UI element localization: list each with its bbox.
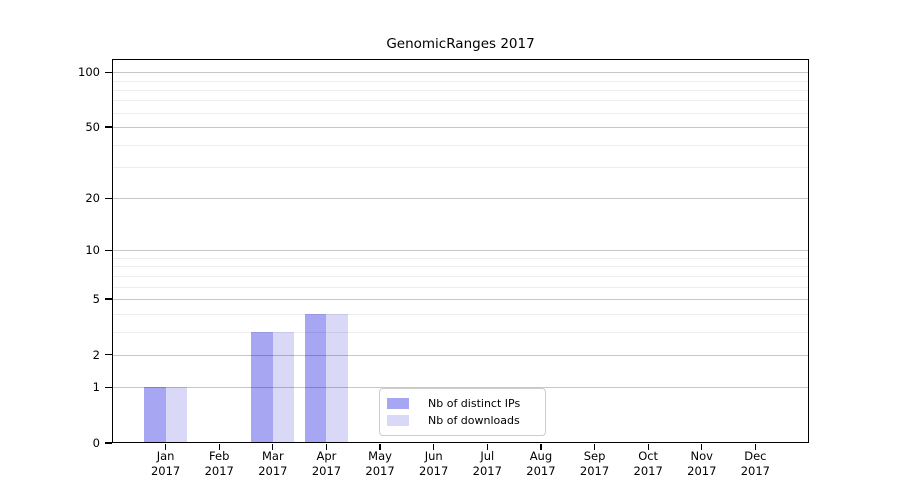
bar-downloads: [165, 387, 188, 443]
x-tick-label: Nov 2017: [672, 449, 732, 479]
x-tick-label: Sep 2017: [565, 449, 625, 479]
x-tick-label: Oct 2017: [618, 449, 678, 479]
y-tick: [105, 386, 112, 388]
x-tick-label: Jan 2017: [136, 449, 196, 479]
x-tick-label-month: Nov: [690, 449, 713, 463]
gridline-minor: [112, 144, 809, 146]
x-tick-label-month: Dec: [744, 449, 767, 463]
x-tick-label: Jun 2017: [404, 449, 464, 479]
bar-distinct-ips: [144, 387, 166, 443]
legend-item-distinct-ips: Nb of distinct IPs: [387, 395, 545, 412]
y-tick: [105, 197, 112, 199]
gridline-minor: [112, 89, 809, 91]
x-tick-label-month: Aug: [529, 449, 553, 463]
x-tick-label-month: Jun: [424, 449, 443, 463]
y-tick-label: 1: [92, 380, 100, 395]
x-tick: [165, 444, 167, 450]
y-tick-label: 100: [78, 65, 100, 80]
gridline-minor: [112, 167, 809, 169]
x-tick-label-year: 2017: [365, 464, 395, 478]
gridline-minor: [112, 112, 809, 114]
x-tick-label-month: Sep: [583, 449, 606, 463]
gridline-minor: [112, 313, 809, 315]
gridline-major: [112, 299, 809, 301]
x-tick-label: Feb 2017: [189, 449, 249, 479]
gridline-minor: [112, 275, 809, 277]
x-tick: [754, 444, 756, 450]
y-tick-label: 20: [85, 191, 100, 206]
x-tick: [218, 444, 220, 450]
x-tick-label-year: 2017: [311, 464, 342, 478]
x-tick: [272, 444, 274, 450]
gridline-major: [112, 250, 809, 252]
gridline-major: [112, 72, 809, 74]
gridline-minor: [112, 266, 809, 268]
bar-distinct-ips: [304, 313, 327, 443]
x-tick-label-month: Jul: [480, 449, 495, 463]
x-tick-label-year: 2017: [633, 464, 663, 478]
bar-distinct-ips: [251, 331, 273, 443]
x-tick: [540, 444, 542, 450]
gridline-minor: [112, 331, 809, 333]
gridline-minor: [112, 257, 809, 259]
x-tick: [433, 444, 435, 450]
x-tick-label: Dec 2017: [725, 449, 785, 479]
x-tick-label-year: 2017: [419, 464, 449, 478]
y-tick-label: 5: [92, 292, 100, 307]
y-tick: [105, 298, 112, 300]
y-tick: [105, 442, 112, 444]
x-tick-label: May 2017: [350, 449, 410, 479]
x-tick: [379, 444, 381, 450]
y-tick-label: 2: [92, 347, 100, 362]
legend-swatch-downloads-icon: [387, 415, 409, 426]
y-tick: [105, 249, 112, 251]
x-tick-label-year: 2017: [258, 464, 288, 478]
x-tick-label-year: 2017: [579, 464, 610, 478]
y-tick-label: 50: [85, 120, 100, 135]
x-tick-label-month: Mar: [261, 449, 284, 463]
x-tick: [593, 444, 596, 450]
y-tick-label: 0: [92, 436, 100, 450]
legend-item-downloads: Nb of downloads: [387, 412, 545, 429]
gridline-major: [112, 354, 809, 356]
legend: Nb of distinct IPs Nb of downloads: [379, 388, 546, 436]
y-tick: [105, 354, 112, 356]
x-tick-label-year: 2017: [687, 464, 717, 478]
bar-downloads: [326, 313, 348, 443]
x-tick-label-year: 2017: [740, 464, 771, 478]
x-tick-label-month: May: [368, 449, 392, 463]
x-tick-label: Aug 2017: [511, 449, 571, 479]
gridline-minor: [112, 80, 809, 82]
x-tick-label: Jul 2017: [457, 449, 517, 479]
x-tick-label: Mar 2017: [243, 449, 303, 479]
x-tick-label-year: 2017: [204, 464, 234, 478]
gridline-major: [112, 387, 809, 389]
gridline-minor: [112, 286, 809, 288]
x-tick: [325, 444, 328, 450]
gridline-major: [112, 127, 809, 129]
x-tick: [647, 444, 649, 450]
x-tick-label-month: Feb: [209, 449, 230, 463]
chart-title: GenomicRanges 2017: [386, 36, 535, 52]
x-tick-label-month: Apr: [316, 449, 337, 463]
x-tick: [701, 444, 703, 450]
x-tick: [486, 444, 488, 450]
legend-label-downloads: Nb of downloads: [428, 414, 520, 427]
x-tick-label-year: 2017: [472, 464, 502, 478]
x-tick-label-year: 2017: [526, 464, 556, 478]
gridline-minor: [112, 100, 809, 102]
gridline-major: [112, 198, 809, 200]
x-tick-label: Apr 2017: [296, 449, 356, 479]
legend-label-distinct-ips: Nb of distinct IPs: [428, 397, 521, 410]
y-tick-label: 10: [85, 243, 100, 258]
legend-swatch-distinct-ips-icon: [387, 398, 409, 409]
x-tick-label-year: 2017: [150, 464, 181, 478]
x-tick-label-month: Oct: [638, 449, 659, 463]
bar-downloads: [272, 331, 295, 443]
y-tick: [105, 126, 112, 128]
y-tick: [105, 71, 112, 73]
x-tick-label-month: Jan: [156, 449, 175, 463]
